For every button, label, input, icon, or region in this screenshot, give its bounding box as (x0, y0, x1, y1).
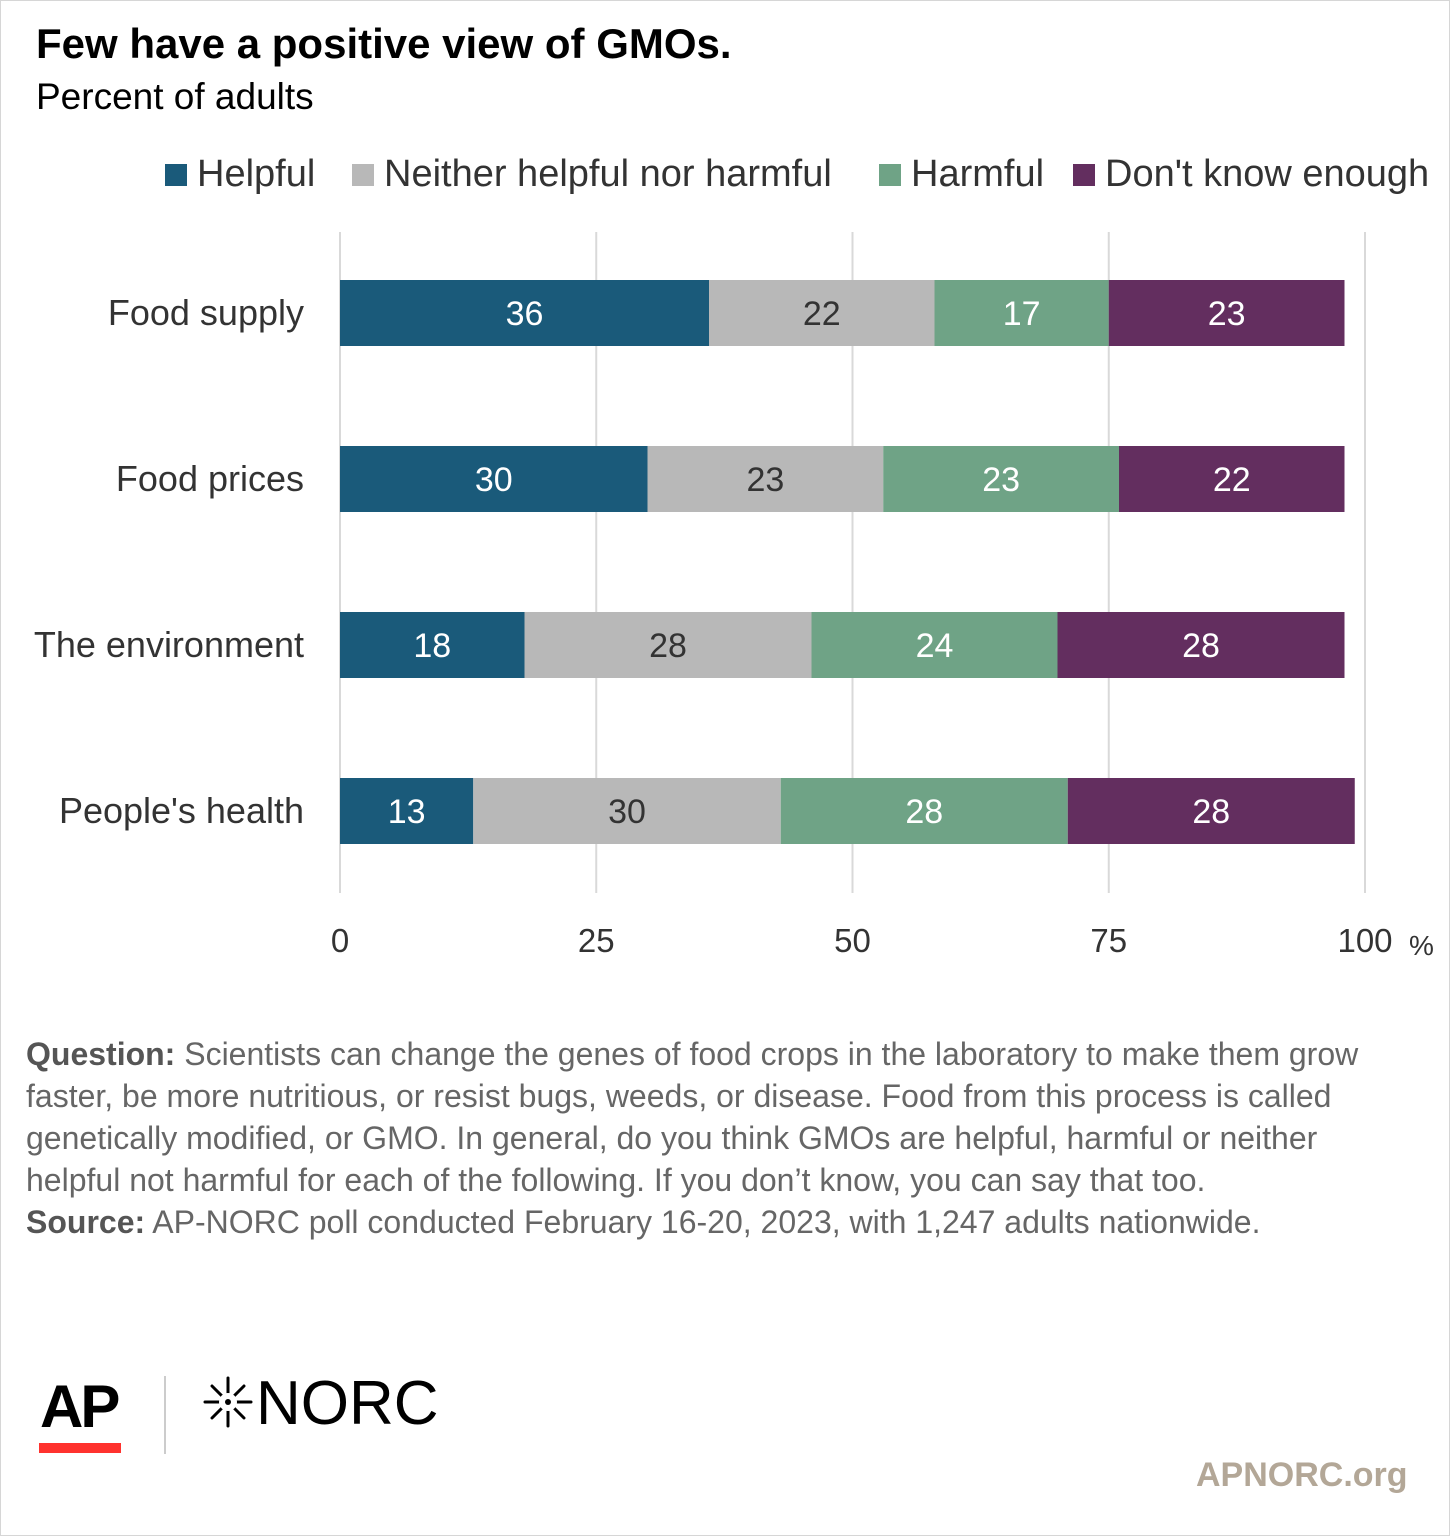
bar-3-1 (473, 778, 781, 844)
bar-0-0 (340, 280, 709, 346)
legend-swatch-dont-know (1073, 164, 1095, 186)
norc-logo-text: NORC (256, 1369, 439, 1438)
data-label-3-0: 13 (388, 793, 426, 831)
bar-1-2 (883, 446, 1119, 512)
chart-notes: Question: Scientists can change the gene… (26, 1033, 1416, 1243)
bar-0-3 (1108, 280, 1345, 346)
legend-label-neither: Neither helpful nor harmful (384, 153, 832, 195)
x-tick-label-0: 0 (331, 922, 349, 959)
source-label: Source: (26, 1204, 146, 1240)
bar-3-0 (340, 778, 474, 844)
data-label-2-0: 18 (413, 627, 451, 665)
data-label-3-2: 28 (905, 793, 943, 831)
data-label-0-0: 36 (506, 295, 544, 333)
ap-logo-underline (39, 1443, 121, 1453)
data-label-3-3: 28 (1192, 793, 1230, 831)
legend-swatch-harmful (879, 164, 901, 186)
x-tick-label-25: 25 (578, 922, 615, 959)
legend-swatch-helpful (165, 164, 187, 186)
question-text: Scientists can change the genes of food … (26, 1036, 1359, 1198)
bar-1-1 (647, 446, 884, 512)
bar-0-1 (709, 280, 935, 346)
data-label-1-3: 22 (1213, 461, 1251, 499)
question-note: Question: Scientists can change the gene… (26, 1033, 1416, 1201)
norc-logo: NORC (202, 1368, 439, 1439)
source-note: Source: AP-NORC poll conducted February … (26, 1201, 1416, 1243)
data-label-2-3: 28 (1182, 627, 1220, 665)
data-label-0-2: 17 (1003, 295, 1041, 333)
bar-2-1 (524, 612, 812, 678)
bar-2-2 (811, 612, 1058, 678)
data-label-1-2: 23 (982, 461, 1020, 499)
legend-label-harmful: Harmful (911, 153, 1045, 195)
x-axis-unit: % (1409, 930, 1434, 961)
chart-subtitle: Percent of adults (36, 76, 314, 117)
logo-divider (164, 1376, 166, 1454)
data-label-0-1: 22 (803, 295, 841, 333)
category-label-0: Food supply (108, 292, 304, 333)
bar-2-3 (1057, 612, 1345, 678)
data-label-1-1: 23 (746, 461, 784, 499)
stacked-bar-chart: 0 25 50 75 100 % Food supply 36 22 17 23 Food price… (34, 232, 1434, 961)
x-tick-label-75: 75 (1090, 922, 1127, 959)
bar-1-3 (1119, 446, 1345, 512)
category-label-3: People's health (59, 790, 304, 831)
data-label-2-1: 28 (649, 627, 687, 665)
bar-2-0 (340, 612, 525, 678)
data-label-2-2: 24 (916, 627, 954, 665)
chart-title: Few have a positive view of GMOs. (36, 20, 732, 67)
bar-1-0 (340, 446, 648, 512)
category-label-1: Food prices (116, 458, 304, 499)
legend-label-dont-know: Don't know enough (1105, 153, 1430, 195)
bar-3-3 (1067, 778, 1355, 844)
question-label: Question: (26, 1036, 176, 1072)
bar-0-2 (934, 280, 1109, 346)
data-label-1-0: 30 (475, 461, 513, 499)
data-label-3-1: 30 (608, 793, 646, 831)
x-tick-label-100: 100 (1337, 922, 1392, 959)
website-link[interactable]: APNORC.org (1196, 1456, 1408, 1494)
source-text: AP-NORC poll conducted February 16-20, 2… (145, 1204, 1261, 1240)
bar-3-2 (780, 778, 1068, 844)
legend-label-helpful: Helpful (197, 153, 316, 195)
x-tick-label-50: 50 (834, 922, 871, 959)
legend-swatch-neither (352, 164, 374, 186)
data-label-0-3: 23 (1208, 295, 1246, 333)
category-label-2: The environment (34, 624, 304, 665)
norc-star-icon (203, 1376, 253, 1428)
ap-logo: AP (40, 1373, 120, 1440)
